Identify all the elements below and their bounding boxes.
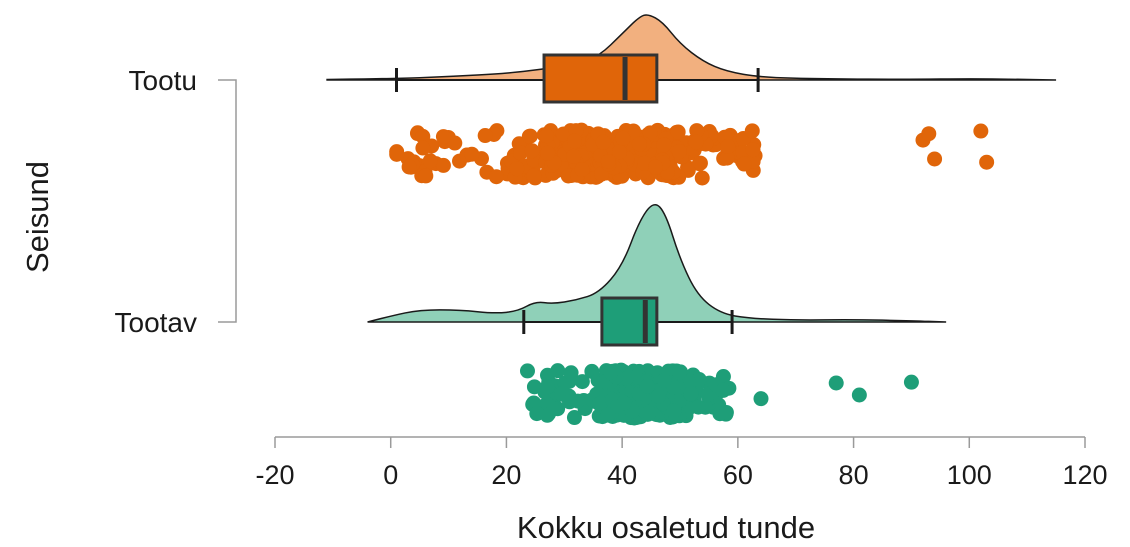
data-point	[736, 156, 752, 172]
category-label-tootu: Tootu	[129, 65, 198, 96]
data-point	[555, 126, 571, 142]
x-ticks: -20 0 20 40 60 80 100 120	[255, 437, 1108, 490]
data-point	[574, 374, 590, 390]
data-point	[566, 410, 582, 426]
data-point	[671, 144, 687, 160]
y-axis-title: Seisund	[20, 161, 55, 273]
group-tootav	[367, 203, 947, 426]
data-point	[521, 128, 537, 144]
points-tootu	[389, 122, 995, 186]
data-point	[719, 150, 735, 166]
data-point	[611, 144, 627, 160]
data-point	[600, 153, 616, 169]
data-point-outlier	[828, 375, 844, 391]
data-point	[526, 379, 542, 395]
x-tick-label: 20	[491, 460, 521, 490]
data-point-outlier	[851, 387, 867, 403]
data-point	[415, 128, 431, 144]
x-tick-label: 100	[947, 460, 992, 490]
data-point	[689, 123, 705, 139]
data-point	[401, 159, 417, 175]
data-point	[615, 130, 631, 146]
data-point	[574, 162, 590, 178]
data-point	[595, 134, 611, 150]
data-point	[616, 395, 632, 411]
data-point	[745, 142, 761, 158]
density-cloud-tootu	[326, 14, 1057, 81]
data-point	[690, 399, 706, 415]
data-point-outlier	[921, 126, 937, 142]
data-point	[666, 403, 682, 419]
data-point	[519, 363, 535, 379]
data-point	[562, 394, 578, 410]
data-point	[720, 139, 736, 155]
data-point	[641, 405, 657, 421]
x-tick-label: 120	[1062, 460, 1107, 490]
data-point	[683, 386, 699, 402]
data-point	[540, 145, 556, 161]
box-iqr	[600, 296, 659, 347]
data-point	[692, 155, 708, 171]
x-axis-title: Kokku osaletud tunde	[517, 510, 815, 545]
data-point	[566, 148, 582, 164]
data-point	[671, 364, 687, 380]
box-iqr	[542, 53, 659, 104]
data-point	[656, 372, 672, 388]
density-cloud-tootav	[367, 203, 947, 323]
data-point	[524, 143, 540, 159]
y-axis: Tootu Tootav Seisund	[20, 65, 237, 338]
data-point-outlier	[927, 151, 943, 167]
data-point	[418, 168, 434, 184]
data-point-outlier	[979, 154, 995, 170]
data-point	[539, 379, 555, 395]
data-point	[526, 168, 542, 184]
boxplot-tootu	[395, 53, 760, 104]
data-point	[435, 157, 451, 173]
data-point	[715, 382, 731, 398]
data-point	[464, 146, 480, 162]
data-point	[435, 129, 451, 145]
data-point	[513, 145, 529, 161]
data-point	[477, 128, 493, 144]
boxplot-tootav	[522, 296, 734, 347]
x-tick-label: 0	[383, 460, 398, 490]
points-tootav	[519, 362, 919, 426]
data-point	[642, 125, 658, 141]
data-point	[656, 137, 672, 153]
group-tootu	[326, 14, 1057, 186]
data-point	[647, 159, 663, 175]
data-point	[694, 170, 710, 186]
x-tick-label: 60	[723, 460, 753, 490]
data-point	[488, 169, 504, 185]
data-point	[415, 140, 431, 156]
data-point	[600, 407, 616, 423]
data-point	[744, 123, 760, 139]
data-point	[639, 378, 655, 394]
data-point	[603, 364, 619, 380]
x-axis: -20 0 20 40 60 80 100 120 Kokku osaletud tunde	[255, 436, 1108, 545]
y-axis-line	[218, 79, 237, 323]
data-point	[718, 404, 734, 420]
data-point	[422, 153, 438, 169]
data-point	[529, 406, 545, 422]
category-label-tootav: Tootav	[115, 307, 198, 338]
data-point	[566, 133, 582, 149]
data-point	[650, 388, 666, 404]
data-point	[539, 128, 555, 144]
data-point	[447, 135, 463, 151]
data-point-outlier	[903, 374, 919, 390]
x-tick-label: 80	[839, 460, 869, 490]
data-point	[670, 124, 686, 140]
data-point	[631, 136, 647, 152]
data-point	[389, 146, 405, 162]
data-point-outlier	[973, 123, 989, 139]
x-tick-label: -20	[255, 460, 294, 490]
x-tick-label: 40	[607, 460, 637, 490]
data-point	[688, 134, 704, 150]
data-point	[563, 365, 579, 381]
data-point-outlier	[753, 391, 769, 407]
data-point	[509, 161, 525, 177]
